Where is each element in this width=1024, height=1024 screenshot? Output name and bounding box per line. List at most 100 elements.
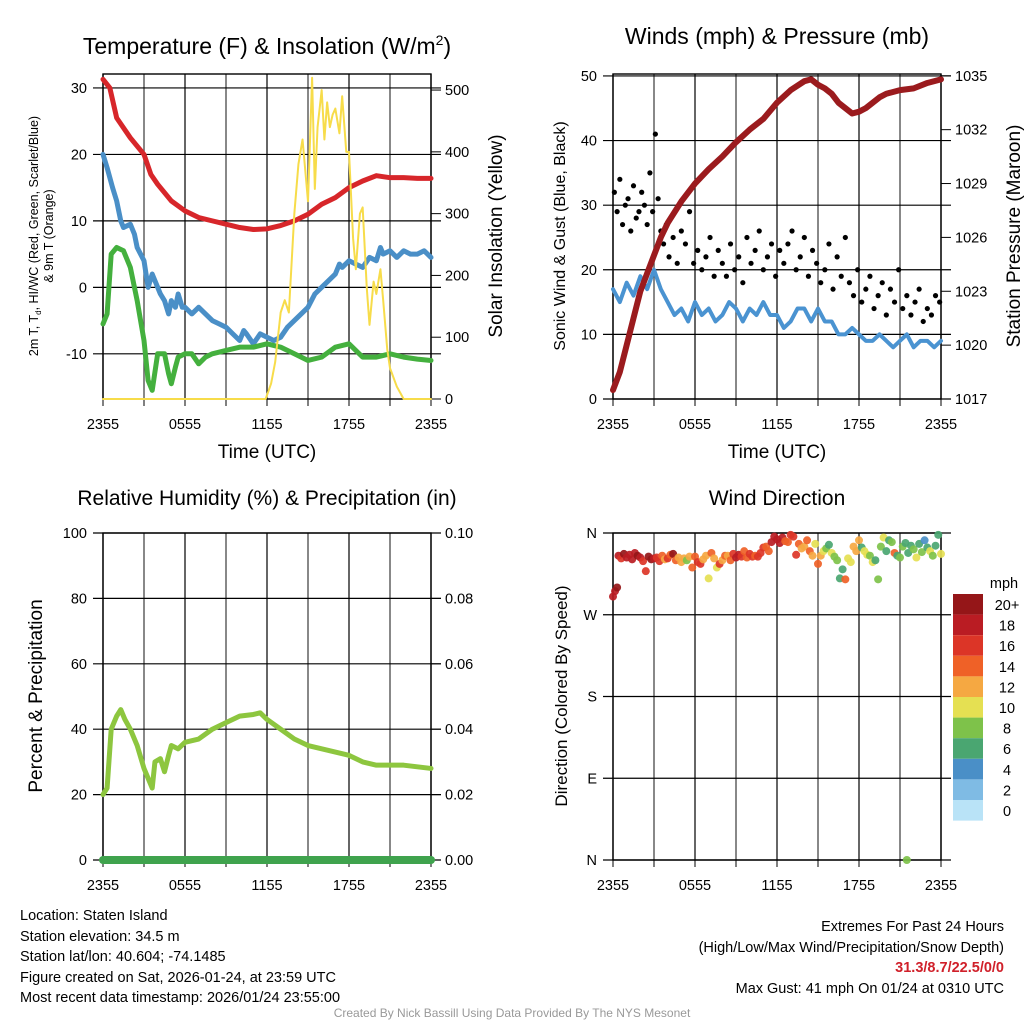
gust-point <box>752 247 758 253</box>
y2-tick-label: 1017 <box>955 392 987 408</box>
wind-direction-point <box>833 556 842 565</box>
x-tick-label: 2355 <box>925 878 957 894</box>
gust-point <box>883 312 889 318</box>
legend-label: 2 <box>1003 783 1011 799</box>
plot-frame <box>612 532 942 861</box>
wind-direction-point <box>917 548 926 557</box>
y-axis-label: Percent & Precipitation <box>26 599 47 792</box>
wind-direction-point <box>937 549 945 558</box>
y-axis-label-line2: & 9m T (Orange) <box>42 189 56 282</box>
y2-axis-label: Station Pressure (Maroon) <box>1004 125 1024 348</box>
gust-point <box>924 305 930 312</box>
wind-direction-point <box>865 551 874 560</box>
gust-point <box>846 280 853 286</box>
credit-text: Created By Nick Bassill Using Data Provi… <box>333 1006 691 1020</box>
y-tick-label: 0 <box>79 853 87 869</box>
y2-tick-label: 300 <box>445 207 469 223</box>
gust-point <box>773 273 779 279</box>
y-tick-label: N <box>587 853 597 869</box>
gust-point <box>867 273 873 279</box>
gust-point <box>900 305 906 312</box>
y-tick-label: 50 <box>581 69 597 85</box>
y2-tick-label: 1020 <box>955 338 987 354</box>
gust-point <box>842 234 848 241</box>
gust-point <box>768 241 775 247</box>
legend-color-swatch <box>953 614 983 636</box>
y2-tick-label: 100 <box>445 330 469 346</box>
wind-direction-point <box>874 575 883 584</box>
gust-point <box>789 228 795 234</box>
legend-label: 16 <box>999 639 1015 655</box>
gust-point <box>850 293 857 299</box>
max-gust-text: Max Gust: 41 mph On 01/24 at 0310 UTC <box>735 980 1004 997</box>
wind-direction-point <box>639 557 648 566</box>
gust-point <box>904 293 910 299</box>
gust-point <box>619 221 626 228</box>
gust-point <box>928 312 935 318</box>
wind-direction-point <box>876 542 885 551</box>
legend-label: 12 <box>999 680 1015 696</box>
x-tick-label: 2355 <box>87 878 119 894</box>
gust-point <box>622 202 628 208</box>
gust-point <box>801 234 807 241</box>
x-tick-label: 0555 <box>679 878 711 894</box>
x-tick-label: 1755 <box>843 417 875 433</box>
y-tick-label: 10 <box>581 327 597 343</box>
created-text: Figure created on Sat, 2026-01-24, at 23… <box>20 969 336 986</box>
y2-tick-label: 0.04 <box>445 722 473 738</box>
y2-tick-label: 1026 <box>955 230 987 246</box>
gust-point <box>916 286 922 292</box>
gust-point <box>764 254 771 260</box>
legend-label: 18 <box>999 619 1015 635</box>
gust-point <box>727 241 734 247</box>
series-line-sonic-wind <box>611 267 943 350</box>
wind-direction-point <box>792 550 801 559</box>
wind-direction-point <box>613 583 622 592</box>
wind-direction-point <box>764 547 773 556</box>
wind-direction-point <box>902 856 911 864</box>
legend-color-swatch <box>953 676 983 697</box>
gust-point <box>715 247 721 253</box>
gust-point <box>650 209 656 215</box>
y-tick-label: 100 <box>63 526 87 542</box>
gust-point <box>756 228 762 234</box>
y2-tick-label: 400 <box>445 145 469 161</box>
gust-point <box>818 280 824 286</box>
x-tick-label: 2355 <box>597 878 629 894</box>
y-tick-label: 20 <box>581 263 597 279</box>
wind-direction-point <box>710 554 719 563</box>
gust-point <box>932 293 939 299</box>
legend-title: mph <box>990 576 1018 592</box>
gust-point <box>736 254 742 260</box>
gust-point <box>744 234 750 241</box>
legend-color-swatch <box>953 655 983 677</box>
legend-label: 14 <box>999 660 1015 676</box>
y-tick-label: 20 <box>71 147 87 163</box>
gust-point <box>760 267 766 273</box>
plot-frame <box>612 73 942 400</box>
y2-tick-label: 0 <box>445 392 453 408</box>
y-tick-label: 30 <box>71 81 87 97</box>
extremes-values: 31.3/8.7/22.5/0/0 <box>895 960 1004 976</box>
wind-direction-point <box>928 551 937 560</box>
wind-direction-point <box>811 539 820 548</box>
gust-point <box>633 215 639 221</box>
rh-panel <box>93 532 441 867</box>
plot-frame <box>102 73 432 400</box>
legend-color-swatch <box>953 635 983 656</box>
y-tick-label: 80 <box>71 591 87 607</box>
wind-direction-point <box>803 536 812 545</box>
wind-direction-point <box>824 540 833 549</box>
gust-point <box>732 267 738 273</box>
x-tick-label: 2355 <box>415 417 447 433</box>
y2-tick-label: 0.10 <box>445 526 473 542</box>
wind-direction-point <box>685 552 694 561</box>
gust-point <box>826 241 832 247</box>
gust-point <box>630 183 637 189</box>
y-tick-label: 10 <box>71 214 87 230</box>
wind-direction-point <box>841 575 850 584</box>
chart-title: Wind Direction <box>709 487 846 510</box>
wind-direction-point <box>783 538 792 547</box>
chart-title: Winds (mph) & Pressure (mb) <box>625 23 929 49</box>
